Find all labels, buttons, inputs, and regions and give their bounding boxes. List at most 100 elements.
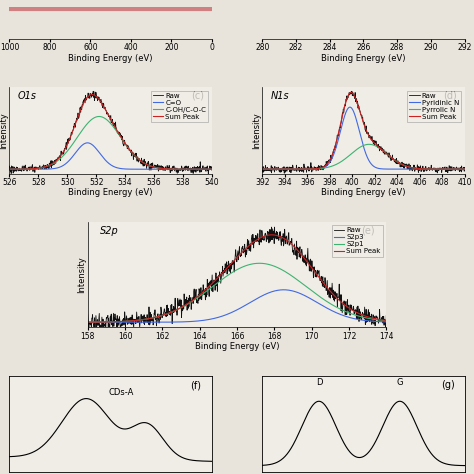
Sum Peak	[392, 158, 398, 164]
C-OH/C-O-C	[142, 161, 148, 166]
S2p3	[266, 290, 272, 296]
Y-axis label: Intensity: Intensity	[77, 256, 86, 293]
Line: C-OH/C-O-C: C-OH/C-O-C	[9, 117, 212, 169]
Sum Peak	[317, 165, 322, 171]
Raw	[442, 164, 448, 170]
Pyrrolic N	[366, 141, 372, 147]
X-axis label: Binding Energy (eV): Binding Energy (eV)	[68, 188, 153, 197]
X-axis label: Binding Energy (eV): Binding Energy (eV)	[195, 342, 279, 351]
Pyridinic N	[392, 166, 398, 172]
C-OH/C-O-C	[43, 164, 48, 170]
Sum Peak	[309, 166, 315, 172]
S2p1	[103, 319, 109, 325]
S2p1	[266, 262, 272, 267]
Sum Peak	[259, 166, 265, 172]
S2p1	[383, 318, 389, 324]
Legend: Raw, S2p3, S2p1, Sum Peak: Raw, S2p3, S2p1, Sum Peak	[332, 225, 383, 256]
Line: Sum Peak: Sum Peak	[262, 92, 465, 169]
Line: Raw: Raw	[9, 91, 212, 174]
Raw	[206, 171, 211, 177]
C-OH/C-O-C	[99, 114, 104, 119]
Pyridinic N	[309, 166, 315, 172]
Pyridinic N	[347, 104, 353, 110]
S2p3	[383, 319, 389, 325]
Pyrrolic N	[317, 166, 322, 172]
Pyrrolic N	[259, 166, 265, 172]
Raw	[209, 164, 215, 170]
Raw	[276, 237, 282, 243]
Text: S2p: S2p	[100, 226, 118, 236]
Sum Peak	[7, 166, 12, 172]
Raw	[266, 228, 272, 234]
C-OH/C-O-C	[96, 114, 102, 119]
Raw	[383, 312, 389, 318]
Pyridinic N	[417, 166, 423, 172]
Sum Peak	[383, 318, 389, 323]
Raw	[343, 301, 348, 306]
Sum Peak	[275, 233, 281, 239]
Sum Peak	[209, 166, 215, 172]
Sum Peak	[103, 319, 109, 325]
Y-axis label: Intensity: Intensity	[252, 112, 261, 149]
C=O	[126, 166, 132, 172]
C=O	[43, 166, 48, 172]
Raw	[348, 89, 354, 94]
Pyrrolic N	[309, 166, 315, 172]
Text: O1s: O1s	[18, 91, 36, 100]
Raw	[126, 147, 132, 153]
S2p3	[258, 293, 264, 299]
S2p3	[281, 287, 286, 292]
Raw	[259, 237, 264, 243]
S2p3	[85, 319, 91, 325]
Line: Sum Peak: Sum Peak	[88, 235, 386, 322]
Raw	[59, 151, 64, 157]
C=O	[142, 166, 148, 172]
Text: N1s: N1s	[270, 91, 289, 100]
Line: Pyridinic N: Pyridinic N	[262, 107, 465, 169]
Pyrrolic N	[417, 166, 423, 172]
X-axis label: Binding Energy (eV): Binding Energy (eV)	[321, 188, 406, 197]
X-axis label: Binding Energy (eV): Binding Energy (eV)	[321, 54, 406, 63]
C-OH/C-O-C	[59, 155, 64, 160]
Raw	[259, 167, 265, 173]
S2p1	[342, 309, 348, 314]
Line: S2p1: S2p1	[88, 263, 386, 322]
Sum Peak	[90, 91, 95, 97]
S2p1	[85, 319, 91, 325]
X-axis label: Binding Energy (eV): Binding Energy (eV)	[68, 54, 153, 63]
Pyridinic N	[259, 166, 265, 172]
Raw	[282, 170, 287, 176]
S2p3	[275, 287, 281, 293]
Sum Peak	[99, 100, 104, 106]
Raw	[43, 163, 48, 168]
Text: (c): (c)	[191, 91, 204, 100]
Raw	[118, 331, 123, 337]
Pyrrolic N	[392, 158, 398, 164]
Raw	[272, 224, 277, 230]
Raw	[418, 165, 423, 171]
Raw	[324, 162, 329, 167]
S2p1	[256, 260, 262, 266]
C=O	[159, 166, 165, 172]
Pyridinic N	[317, 166, 322, 172]
Pyrrolic N	[323, 165, 329, 171]
Sum Peak	[126, 146, 132, 152]
Line: S2p3: S2p3	[88, 290, 386, 322]
Sum Peak	[312, 269, 318, 274]
Raw	[312, 269, 318, 274]
Raw	[462, 164, 467, 170]
Raw	[142, 161, 148, 166]
Line: C=O: C=O	[9, 143, 212, 169]
Legend: Raw, Pyridinic N, Pyrrolic N, Sum Peak: Raw, Pyridinic N, Pyrrolic N, Sum Peak	[407, 91, 461, 122]
Sum Peak	[323, 162, 329, 168]
Raw	[85, 311, 91, 317]
Sum Peak	[142, 161, 148, 166]
Sum Peak	[59, 152, 64, 157]
S2p1	[259, 261, 264, 266]
Raw	[91, 89, 96, 94]
Line: Raw: Raw	[88, 227, 386, 334]
Raw	[159, 164, 165, 170]
S2p3	[312, 298, 318, 304]
Sum Peak	[159, 165, 165, 171]
C=O	[59, 164, 64, 169]
